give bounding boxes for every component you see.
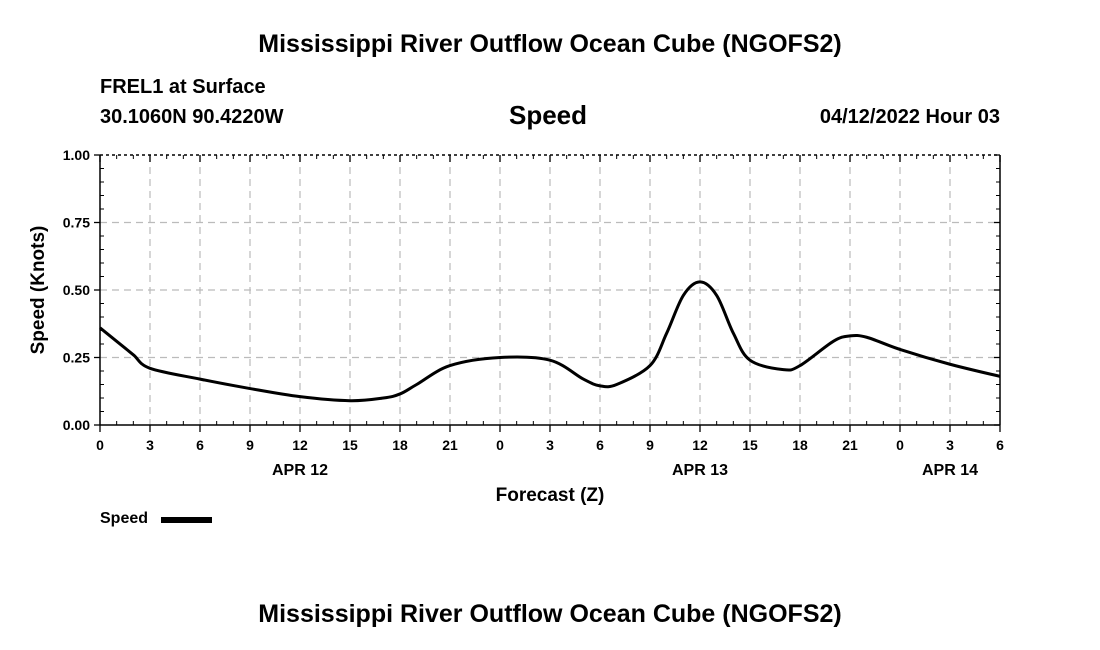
x-tick-label: 0 bbox=[896, 437, 904, 453]
x-tick-label: 3 bbox=[946, 437, 954, 453]
y-tick-label: 1.00 bbox=[63, 147, 90, 163]
x-axis-title: Forecast (Z) bbox=[496, 485, 605, 506]
x-tick-label: 0 bbox=[496, 437, 504, 453]
legend-label: Speed bbox=[100, 510, 149, 527]
x-tick-label: 6 bbox=[996, 437, 1004, 453]
legend-swatch bbox=[161, 517, 212, 523]
y-tick-label: 0.75 bbox=[63, 215, 90, 231]
series-line-speed bbox=[99, 280, 1001, 403]
x-tick-label: 6 bbox=[596, 437, 604, 453]
y-tick-label: 0.50 bbox=[63, 282, 90, 298]
x-tick-label: 0 bbox=[96, 437, 104, 453]
x-tick-label: 3 bbox=[546, 437, 554, 453]
x-tick-label: 15 bbox=[742, 437, 758, 453]
x-tick-label: 12 bbox=[692, 437, 708, 453]
station-label: FREL1 at Surface bbox=[100, 76, 266, 98]
x-tick-label: 18 bbox=[392, 437, 408, 453]
datetime-label: 04/12/2022 Hour 03 bbox=[819, 106, 1000, 128]
day-label: APR 13 bbox=[672, 462, 728, 479]
x-tick-label: 12 bbox=[292, 437, 308, 453]
x-tick-label: 21 bbox=[842, 437, 858, 453]
chart-title-top: Mississippi River Outflow Ocean Cube (NG… bbox=[258, 30, 842, 58]
x-tick-label: 9 bbox=[646, 437, 654, 453]
x-tick-label: 18 bbox=[792, 437, 808, 453]
y-tick-label: 0.25 bbox=[63, 350, 90, 366]
day-label: APR 14 bbox=[922, 462, 978, 479]
y-axis-title: Speed (Knots) bbox=[28, 226, 49, 355]
x-tick-label: 21 bbox=[442, 437, 458, 453]
x-tick-label: 3 bbox=[146, 437, 154, 453]
x-tick-label: 6 bbox=[196, 437, 204, 453]
panel-title: Speed bbox=[509, 100, 588, 130]
coordinates-label: 30.1060N 90.4220W bbox=[100, 106, 284, 128]
x-tick-label: 9 bbox=[246, 437, 254, 453]
chart-title-bottom: Mississippi River Outflow Ocean Cube (NG… bbox=[258, 600, 842, 628]
day-label: APR 12 bbox=[272, 462, 328, 479]
y-tick-label: 0.00 bbox=[63, 417, 90, 433]
x-tick-label: 15 bbox=[342, 437, 358, 453]
